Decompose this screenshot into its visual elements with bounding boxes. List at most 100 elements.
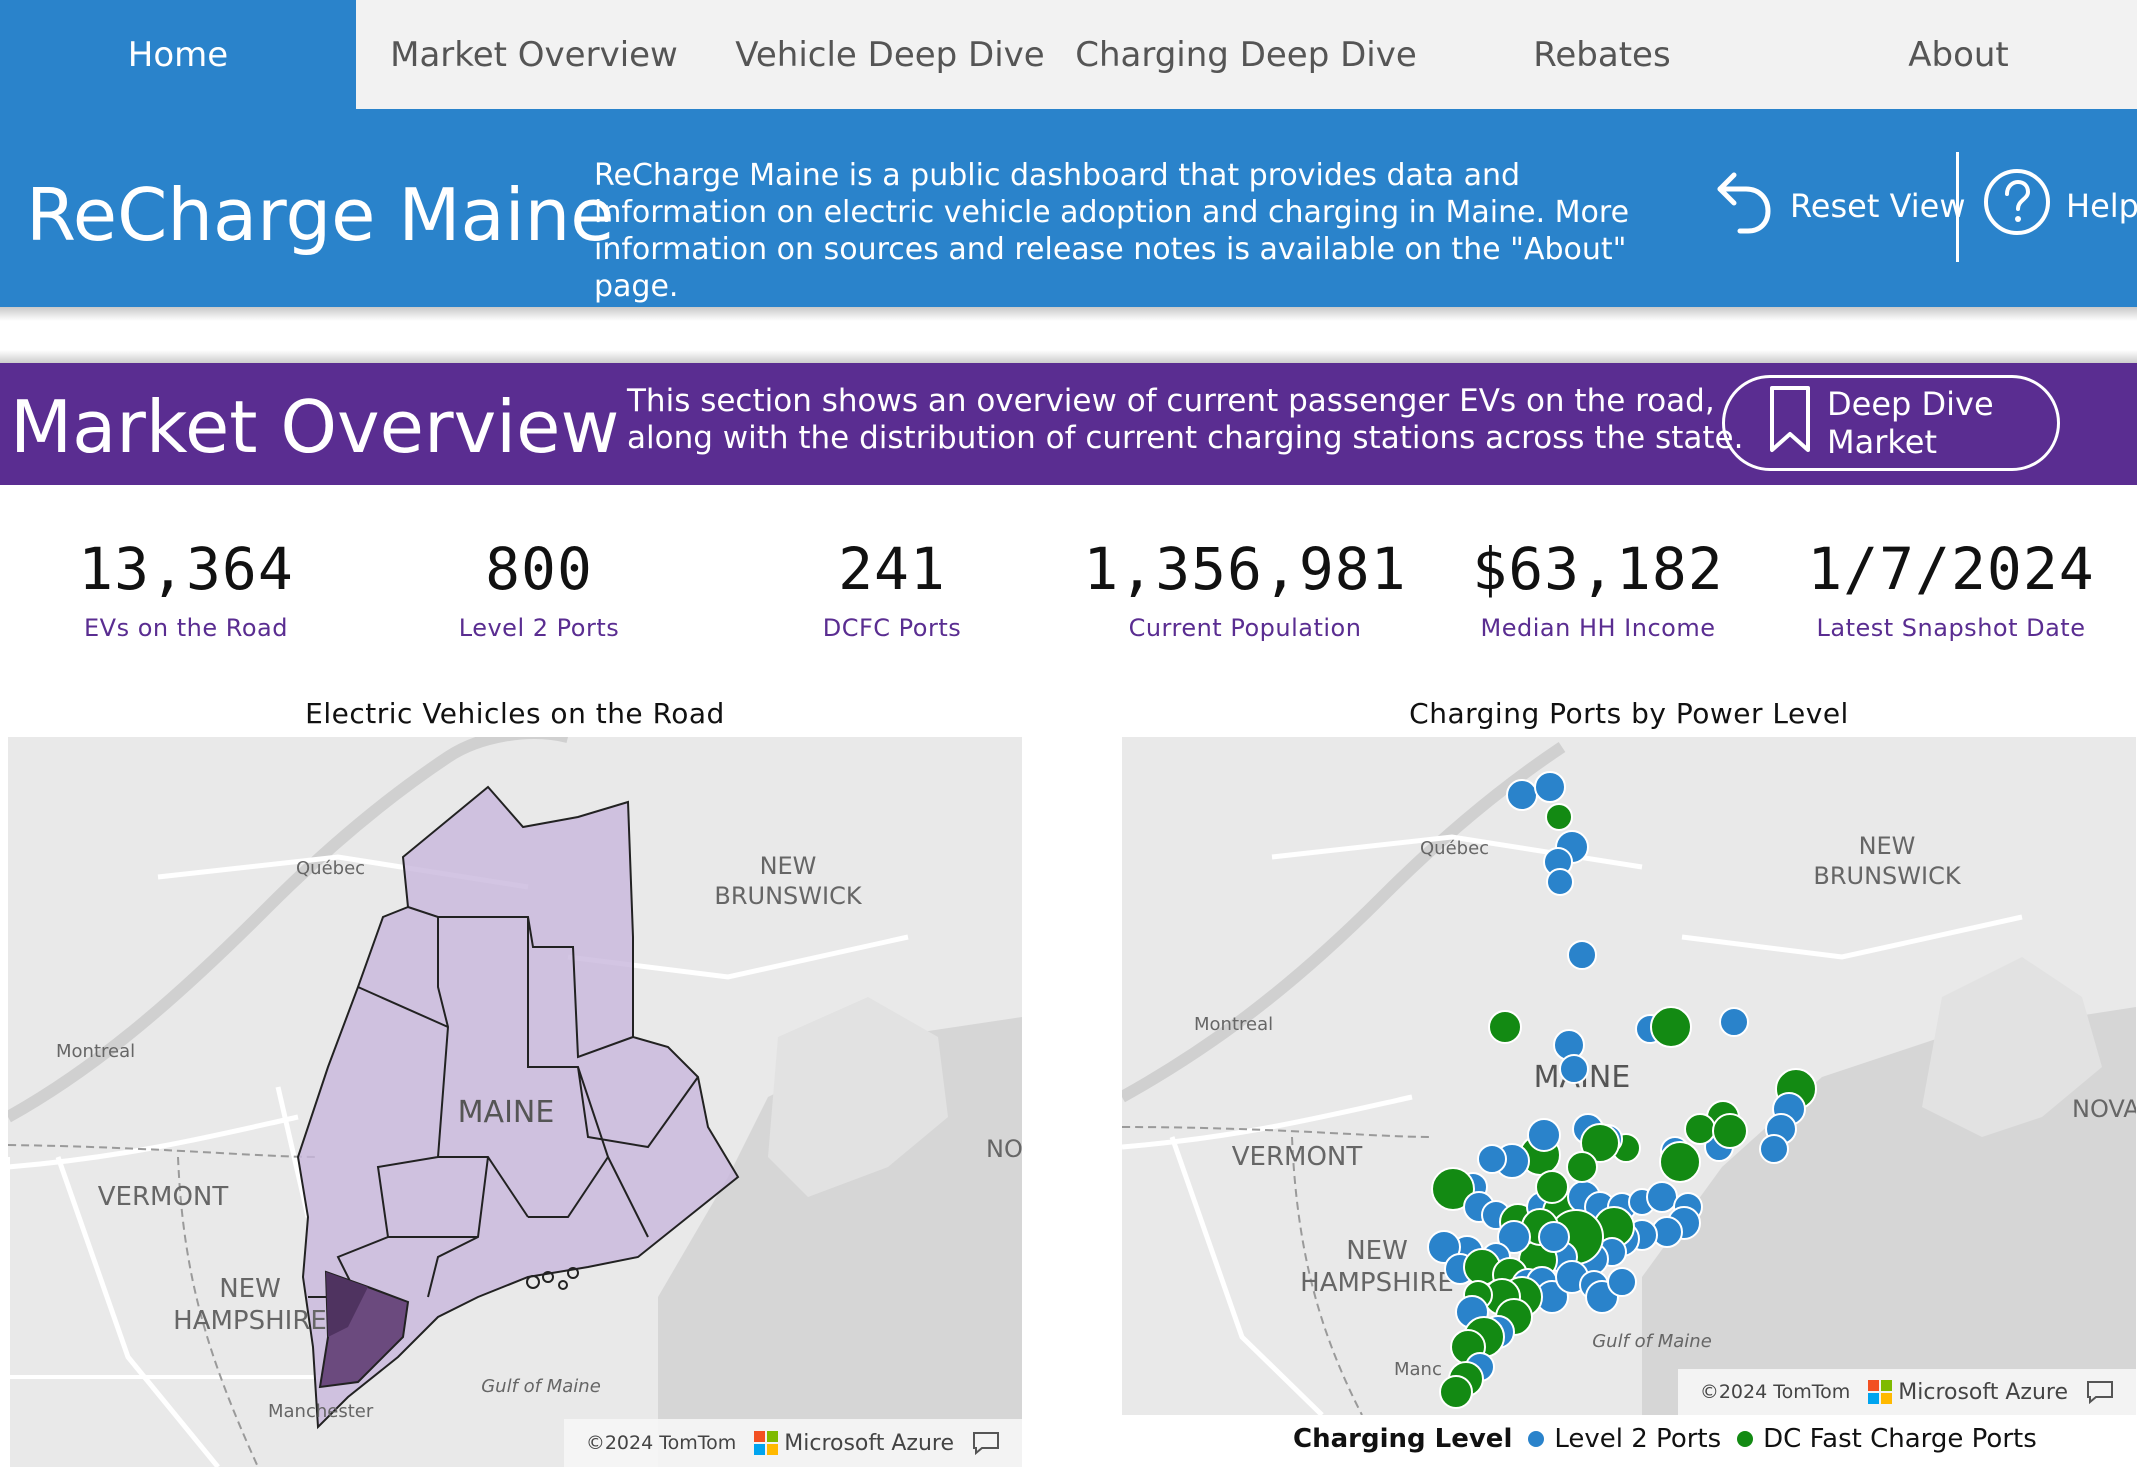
kpi-population: 1,356,981 Current Population xyxy=(1075,540,1415,642)
level2-dot-icon xyxy=(1528,1431,1545,1447)
charging-ports-map[interactable]: Québec Montreal NEW BRUNSWICK MAINE VERM… xyxy=(1122,737,2136,1415)
section-description-line2: along with the distribution of current c… xyxy=(627,420,1744,456)
header-divider xyxy=(1956,152,1959,262)
app-title: ReCharge Maine xyxy=(26,173,615,257)
help-button[interactable]: Help xyxy=(1982,167,2137,245)
tab-market-overview[interactable]: Market Overview xyxy=(390,34,678,75)
help-label: Help xyxy=(2066,187,2137,225)
ev-choropleth-map[interactable]: Québec Montreal NEW BRUNSWICK MAINE VERM… xyxy=(8,737,1022,1467)
map-left-title: Electric Vehicles on the Road xyxy=(305,697,725,730)
reset-view-button[interactable]: Reset View xyxy=(1712,167,1966,245)
question-circle-icon xyxy=(1982,167,2052,245)
label-gulf-of-maine: Gulf of Maine xyxy=(481,1376,601,1397)
dcfc-station-marker[interactable] xyxy=(1659,1141,1701,1183)
section-title: Market Overview xyxy=(10,385,620,469)
level2-station-marker[interactable] xyxy=(1497,1220,1531,1254)
legend-title: Charging Level xyxy=(1293,1424,1513,1454)
label-quebec: Québec xyxy=(296,858,365,879)
deep-dive-market-button[interactable]: Deep Dive Market xyxy=(1722,375,2060,471)
app-description: ReCharge Maine is a public dashboard tha… xyxy=(594,158,1630,304)
tomtom-attribution: ©2024 TomTom xyxy=(585,1432,737,1454)
map-right-title: Charging Ports by Power Level xyxy=(1409,697,1849,730)
level2-station-marker[interactable] xyxy=(1607,1267,1637,1297)
kpi-value: 241 xyxy=(838,535,946,603)
legend-dcfc[interactable]: DC Fast Charge Ports xyxy=(1763,1424,2037,1454)
dcfc-station-marker[interactable] xyxy=(1439,1375,1473,1409)
level2-station-marker[interactable] xyxy=(1538,1221,1570,1253)
comment-icon[interactable] xyxy=(2086,1380,2114,1404)
level2-station-marker[interactable] xyxy=(1546,868,1574,896)
kpi-income: $63,182 Median HH Income xyxy=(1428,540,1768,642)
dcfc-station-marker[interactable] xyxy=(1684,1113,1716,1145)
level2-station-marker[interactable] xyxy=(1427,1230,1461,1264)
section-banner: Market Overview This section shows an ov… xyxy=(0,363,2137,485)
kpi-value: 13,364 xyxy=(78,535,294,603)
tab-charging-deep-dive[interactable]: Charging Deep Dive xyxy=(1075,34,1417,75)
level2-station-marker[interactable] xyxy=(1559,1054,1589,1084)
kpi-level2: 800 Level 2 Ports xyxy=(369,540,709,642)
dcfc-station-marker[interactable] xyxy=(1545,803,1573,831)
level2-station-marker[interactable] xyxy=(1527,1118,1561,1152)
level2-station-marker[interactable] xyxy=(1534,771,1566,803)
dcfc-station-marker[interactable] xyxy=(1431,1167,1475,1211)
map-attribution: ©2024 TomTom Microsoft Azure xyxy=(1677,1369,2136,1415)
label-nova: NOVA xyxy=(2072,1095,2136,1123)
section-description-line1: This section shows an overview of curren… xyxy=(627,383,1715,419)
undo-arrow-icon xyxy=(1712,167,1776,245)
label-brunswick: BRUNSWICK xyxy=(714,882,862,910)
tab-vehicle-deep-dive[interactable]: Vehicle Deep Dive xyxy=(735,34,1045,75)
label-manc: Manc xyxy=(1394,1359,1442,1380)
level2-station-marker[interactable] xyxy=(1646,1181,1678,1213)
charging-station-markers[interactable] xyxy=(1427,771,1817,1409)
map-legend: Charging Level Level 2 Ports DC Fast Cha… xyxy=(1293,1424,2037,1454)
dcfc-station-marker[interactable] xyxy=(1580,1123,1620,1163)
label-manchester: Manchester xyxy=(268,1401,374,1422)
level2-station-marker[interactable] xyxy=(1506,779,1538,811)
label-hampshire: HAMPSHIRE xyxy=(1300,1268,1454,1298)
azure-attribution: Microsoft Azure xyxy=(1868,1380,2068,1405)
kpi-value: 1/7/2024 xyxy=(1807,535,2095,603)
dcfc-station-marker[interactable] xyxy=(1535,1170,1569,1204)
kpi-label: EVs on the Road xyxy=(84,614,288,642)
kpi-label: DCFC Ports xyxy=(822,614,962,642)
label-quebec: Québec xyxy=(1420,838,1489,859)
comment-icon[interactable] xyxy=(972,1431,1000,1455)
label-vermont: VERMONT xyxy=(1232,1142,1363,1172)
bookmark-icon xyxy=(1767,384,1813,462)
level2-station-marker[interactable] xyxy=(1567,940,1597,970)
level2-station-marker[interactable] xyxy=(1759,1134,1789,1164)
dcfc-station-marker[interactable] xyxy=(1650,1006,1692,1048)
dcfc-station-marker[interactable] xyxy=(1712,1113,1748,1149)
level2-station-marker[interactable] xyxy=(1719,1007,1749,1037)
section-description: This section shows an overview of curren… xyxy=(627,383,1743,457)
dcfc-station-marker[interactable] xyxy=(1566,1151,1598,1183)
section-shadow xyxy=(0,350,2137,364)
kpi-value: 1,356,981 xyxy=(1083,535,1407,603)
top-nav: Home Market Overview Vehicle Deep Dive C… xyxy=(0,0,2137,109)
microsoft-logo-icon xyxy=(1868,1380,1893,1404)
label-new-2: NEW xyxy=(1346,1236,1408,1266)
kpi-label: Level 2 Ports xyxy=(458,614,620,642)
microsoft-logo-icon xyxy=(754,1431,779,1455)
label-gulf-of-maine: Gulf of Maine xyxy=(1592,1331,1712,1352)
level2-station-marker[interactable] xyxy=(1477,1144,1507,1174)
tomtom-attribution: ©2024 TomTom xyxy=(1699,1381,1851,1403)
kpi-value: 800 xyxy=(485,535,593,603)
kpi-dcfc: 241 DCFC Ports xyxy=(722,540,1062,642)
kpi-label: Current Population xyxy=(1128,614,1362,642)
label-no: NO xyxy=(986,1135,1022,1163)
tab-about[interactable]: About xyxy=(1908,34,2009,75)
dcfc-station-marker[interactable] xyxy=(1488,1010,1522,1044)
label-montreal: Montreal xyxy=(56,1041,135,1062)
azure-attribution: Microsoft Azure xyxy=(754,1431,954,1456)
label-new: NEW xyxy=(1859,832,1916,860)
tab-home[interactable]: Home xyxy=(0,0,356,109)
legend-level2[interactable]: Level 2 Ports xyxy=(1554,1424,1722,1454)
kpi-label: Latest Snapshot Date xyxy=(1816,614,2086,642)
tab-rebates[interactable]: Rebates xyxy=(1533,34,1671,75)
label-maine: MAINE xyxy=(458,1095,555,1130)
deep-dive-market-label: Deep Dive Market xyxy=(1827,385,1994,461)
reset-view-label: Reset View xyxy=(1790,187,1966,225)
maine-counties[interactable] xyxy=(296,785,740,1430)
dcfc-dot-icon xyxy=(1737,1431,1754,1447)
